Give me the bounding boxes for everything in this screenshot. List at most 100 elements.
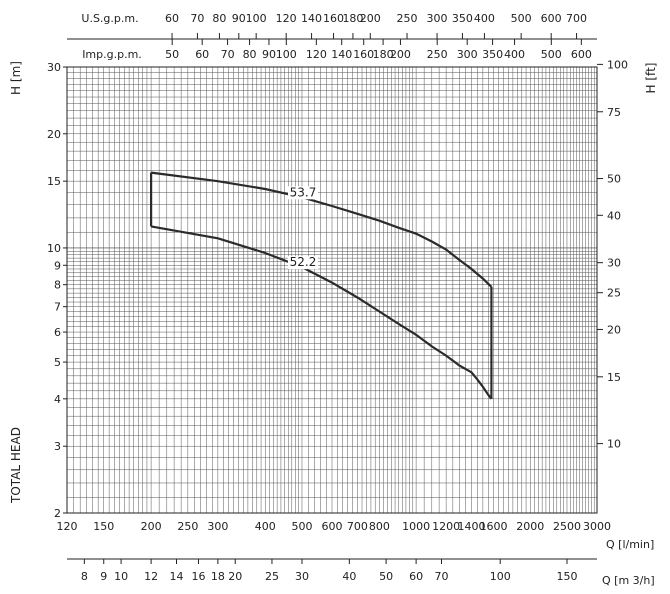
us-gpm-tick-label: 140: [301, 12, 322, 25]
y-tick-label-ft: 20: [607, 323, 621, 336]
x-tick-label-m3h: 10: [114, 570, 128, 583]
y-tick-label-m: 3: [54, 440, 61, 453]
x-tick-label-lpm: 200: [141, 520, 162, 533]
y-tick-label-ft: 100: [607, 58, 628, 71]
x-tick-label-m3h: 25: [265, 570, 279, 583]
y-tick-label-m: 5: [54, 356, 61, 369]
us-gpm-tick-label: 90: [232, 12, 246, 25]
x-tick-label-m3h: 9: [100, 570, 107, 583]
imp-gpm-tick-label: 140: [331, 48, 352, 61]
x-tick-label-lpm: 2500: [553, 520, 581, 533]
x-tick-label-lpm: 1400: [458, 520, 486, 533]
plot-frame: [66, 66, 598, 514]
imp-gpm-tick-label: 400: [504, 48, 525, 61]
curve-label-53-7-bg: [287, 186, 318, 200]
x-tick-label-m3h: 50: [379, 570, 393, 583]
us-gpm-tick-label: 350: [452, 12, 473, 25]
us-gpm-tick-label: 400: [474, 12, 495, 25]
x-tick-label-m3h: 14: [169, 570, 183, 583]
x2-axis-unit-label: Q [m 3/h]: [602, 574, 655, 587]
pump-curves: 53.7 52.2: [150, 171, 493, 400]
y-tick-label-ft: 10: [607, 438, 621, 451]
x-tick-label-lpm: 1000: [402, 520, 430, 533]
imp-gpm-tick-label: 300: [457, 48, 478, 61]
x-tick-label-m3h: 16: [191, 570, 205, 583]
curve-53-7: [150, 171, 493, 288]
imp-gpm-tick-label: 90: [262, 48, 276, 61]
x-tick-label-m3h: 150: [556, 570, 577, 583]
imp-gpm-tick-label: 500: [541, 48, 562, 61]
x-tick-label-lpm: 150: [93, 520, 114, 533]
y-tick-label-m: 7: [54, 301, 61, 314]
x-tick-label-lpm: 500: [291, 520, 312, 533]
y-axis-unit-label: H [m]: [9, 61, 23, 95]
y-right-unit-label: H [ft]: [644, 63, 658, 94]
imp-gpm-label: Imp.g.p.m.: [82, 48, 142, 61]
imp-gpm-tick-label: 180: [373, 48, 394, 61]
x-tick-label-m3h: 20: [228, 570, 242, 583]
x-axis-unit-label: Q [l/min]: [606, 538, 654, 551]
x-tick-label-lpm: 1600: [479, 520, 507, 533]
us-gpm-tick-label: 250: [397, 12, 418, 25]
y-tick-label-ft: 75: [607, 106, 621, 119]
y-tick-label-m: 30: [47, 61, 61, 74]
x-tick-label-lpm: 300: [207, 520, 228, 533]
x-tick-label-m3h: 70: [434, 570, 448, 583]
x-tick-label-lpm: 2000: [516, 520, 544, 533]
imp-gpm-tick-label: 100: [276, 48, 297, 61]
us-gpm-tick-label: 160: [323, 12, 344, 25]
curve-label-52-2-bg: [287, 256, 318, 270]
us-gpm-tick-label: 180: [342, 12, 363, 25]
y-tick-label-m: 4: [54, 393, 61, 406]
chart-grid: [66, 66, 598, 514]
x-tick-label-m3h: 30: [295, 570, 309, 583]
x-tick-label-lpm: 1200: [432, 520, 460, 533]
y-tick-label-m: 9: [54, 259, 61, 272]
x-tick-label-lpm: 250: [177, 520, 198, 533]
us-gpm-tick-label: 80: [212, 12, 226, 25]
us-gpm-tick-label: 100: [246, 12, 267, 25]
imp-gpm-tick-label: 70: [221, 48, 235, 61]
x-tick-label-lpm: 400: [255, 520, 276, 533]
imp-gpm-tick-label: 60: [195, 48, 209, 61]
y-tick-label-m: 6: [54, 326, 61, 339]
us-gpm-tick-label: 500: [511, 12, 532, 25]
imp-gpm-tick-label: 160: [353, 48, 374, 61]
x-tick-label-m3h: 18: [211, 570, 225, 583]
y-tick-label-m: 20: [47, 128, 61, 141]
x-tick-label-lpm: 3000: [583, 520, 611, 533]
imp-gpm-tick-label: 250: [427, 48, 448, 61]
x-tick-label-lpm: 800: [369, 520, 390, 533]
us-gpm-tick-label: 300: [427, 12, 448, 25]
us-gpm-tick-label: 120: [276, 12, 297, 25]
x-tick-label-m3h: 40: [342, 570, 356, 583]
us-gpm-tick-label: 700: [566, 12, 587, 25]
x-tick-label-lpm: 600: [322, 520, 343, 533]
y-tick-label-ft: 15: [607, 371, 621, 384]
x-tick-label-m3h: 60: [409, 570, 423, 583]
curve-52-2: [150, 225, 493, 400]
imp-gpm-tick-label: 120: [306, 48, 327, 61]
us-gpm-tick-label: 70: [190, 12, 204, 25]
imp-gpm-tick-label: 350: [482, 48, 503, 61]
y-tick-label-m: 10: [47, 242, 61, 255]
curve-label-52-2: 52.2: [290, 255, 317, 269]
y-tick-label-ft: 30: [607, 257, 621, 270]
y-tick-label-ft: 25: [607, 287, 621, 300]
us-gpm-tick-label: 600: [541, 12, 562, 25]
y-tick-label-m: 15: [47, 175, 61, 188]
us-gpm-tick-label: 200: [360, 12, 381, 25]
imp-gpm-tick-label: 600: [571, 48, 592, 61]
y-axis-side-label: TOTAL HEAD: [9, 427, 23, 504]
imp-gpm-tick-label: 80: [243, 48, 257, 61]
us-gpm-tick-label: 60: [165, 12, 179, 25]
imp-gpm-tick-label: 50: [165, 48, 179, 61]
y-tick-label-m: 2: [54, 507, 61, 520]
x-tick-label-m3h: 8: [81, 570, 88, 583]
x-tick-label-lpm: 700: [347, 520, 368, 533]
curve-label-53-7: 53.7: [290, 185, 317, 199]
imp-gpm-tick-label: 200: [390, 48, 411, 61]
x-tick-label-lpm: 120: [57, 520, 78, 533]
y-tick-label-m: 8: [54, 279, 61, 292]
